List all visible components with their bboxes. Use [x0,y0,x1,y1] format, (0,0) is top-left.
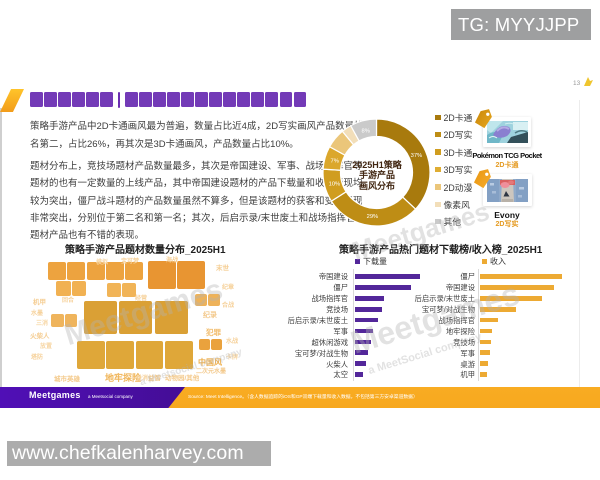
svg-text:37%: 37% [411,153,423,159]
svg-text:8%: 8% [362,128,370,134]
svg-text:29%: 29% [367,214,379,220]
svg-text:7%: 7% [331,158,339,164]
svg-text:10%: 10% [329,181,341,187]
